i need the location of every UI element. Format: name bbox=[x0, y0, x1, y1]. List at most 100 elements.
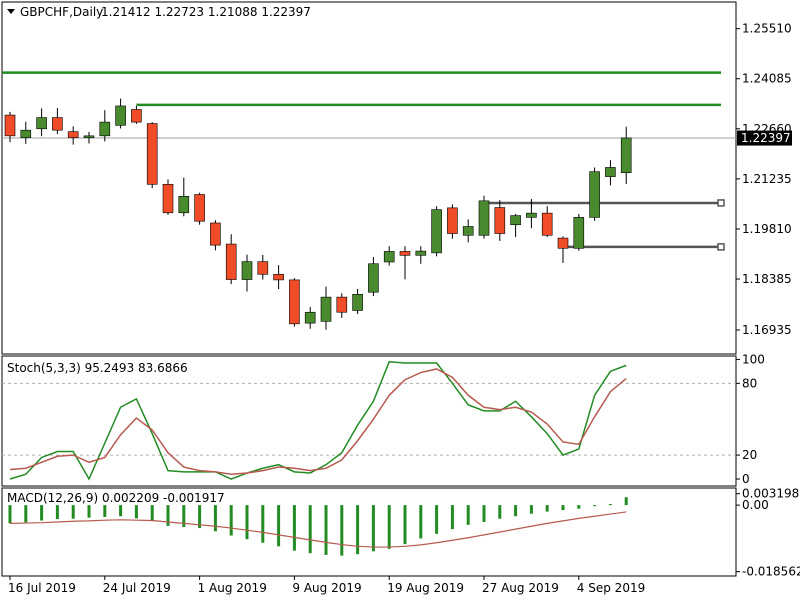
candle-body bbox=[541, 212, 553, 236]
macd-bar bbox=[403, 505, 407, 545]
candle-body bbox=[210, 222, 221, 246]
candle-body bbox=[178, 195, 190, 214]
macd-bar bbox=[292, 505, 296, 551]
macd-bar bbox=[198, 505, 202, 529]
price-tick-label: 1.24085 bbox=[742, 72, 792, 86]
candle-body bbox=[368, 263, 379, 293]
level-handle bbox=[717, 199, 725, 207]
macd-bar bbox=[134, 505, 138, 519]
candle-body bbox=[67, 131, 79, 138]
candle-body bbox=[605, 167, 616, 177]
candle-body bbox=[399, 251, 411, 256]
stoch-tick-label: 80 bbox=[742, 376, 757, 390]
macd-tick-label: 0.003198 bbox=[742, 487, 799, 501]
time-tick-label: 19 Aug 2019 bbox=[387, 581, 464, 595]
macd-bar bbox=[371, 505, 375, 552]
macd-bar bbox=[308, 505, 312, 554]
macd-bar bbox=[387, 505, 391, 549]
macd-tick-label: -0.018562 bbox=[742, 565, 800, 579]
macd-bar bbox=[87, 505, 91, 518]
macd-bar bbox=[55, 505, 59, 520]
level-handle bbox=[717, 243, 725, 251]
macd-bar bbox=[40, 505, 44, 521]
candle-body bbox=[320, 296, 332, 322]
time-tick-label: 1 Aug 2019 bbox=[198, 581, 267, 595]
candle-body bbox=[589, 171, 600, 218]
time-axis: 16 Jul 2019 24 Jul 2019 1 Aug 2019 9 Aug 20… bbox=[8, 576, 645, 595]
macd-bar bbox=[482, 505, 486, 522]
macd-bar bbox=[8, 505, 12, 524]
time-tick-label: 16 Jul 2019 bbox=[8, 581, 76, 595]
candle-body bbox=[494, 207, 506, 234]
macd-bar bbox=[561, 505, 565, 511]
candle-body bbox=[383, 251, 395, 263]
candle-body bbox=[304, 311, 316, 324]
time-tick-label: 24 Jul 2019 bbox=[103, 581, 171, 595]
candle-body bbox=[257, 261, 269, 275]
last-price-label: 1.22397 bbox=[741, 131, 791, 145]
stoch-tick-label: 20 bbox=[742, 448, 757, 462]
candle-body bbox=[241, 261, 253, 280]
macd-bar bbox=[340, 505, 344, 556]
price-tick-label: 1.16935 bbox=[742, 323, 792, 337]
macd-bar bbox=[245, 505, 249, 540]
candle-body bbox=[336, 296, 348, 313]
macd-bar bbox=[24, 505, 28, 523]
macd-bar bbox=[450, 505, 454, 530]
candle-body bbox=[510, 215, 521, 226]
macd-bar bbox=[261, 505, 265, 543]
candle-body bbox=[526, 212, 537, 218]
macd-bar bbox=[213, 505, 217, 532]
candle-body bbox=[431, 209, 442, 254]
macd-bar bbox=[435, 505, 439, 534]
candle-body bbox=[4, 114, 16, 137]
macd-bar bbox=[277, 505, 281, 547]
dropdown-triangle-icon[interactable] bbox=[7, 9, 15, 14]
macd-bar bbox=[166, 505, 170, 526]
price-axis: 1.255101.240851.226601.212351.198101.183… bbox=[736, 22, 792, 337]
time-tick-label: 27 Aug 2019 bbox=[482, 581, 559, 595]
candle-body bbox=[478, 200, 490, 236]
candle-body bbox=[20, 129, 32, 138]
stoch-title: Stoch(5,3,3) 95.2493 83.6866 bbox=[7, 361, 188, 375]
candle-body bbox=[273, 273, 284, 281]
macd-bar bbox=[103, 505, 107, 517]
time-tick-label: 9 Aug 2019 bbox=[292, 581, 361, 595]
macd-bar bbox=[324, 505, 328, 555]
macd-panel-frame bbox=[1, 487, 737, 577]
symbol-label: GBPCHF,Daily bbox=[20, 5, 103, 19]
candle-body bbox=[462, 226, 474, 236]
candle-body bbox=[162, 184, 174, 214]
price-annotations bbox=[2, 71, 736, 251]
macd-bar bbox=[229, 505, 233, 536]
candle-body bbox=[36, 117, 47, 130]
macd-bar bbox=[356, 505, 360, 555]
stoch-signal-line bbox=[9, 368, 627, 475]
macd-bar bbox=[466, 505, 470, 525]
candle-body bbox=[194, 194, 205, 222]
macd-bar bbox=[529, 505, 533, 514]
candle-body bbox=[52, 117, 63, 131]
macd-tick-label: 0.00 bbox=[742, 498, 769, 512]
price-tick-label: 1.19810 bbox=[742, 222, 792, 236]
time-tick-label: 4 Sep 2019 bbox=[577, 581, 645, 595]
price-panel-frame bbox=[1, 1, 737, 355]
last-price-box bbox=[737, 130, 792, 146]
macd-bar bbox=[624, 497, 628, 506]
candle-body bbox=[225, 243, 237, 280]
macd-bar bbox=[182, 505, 186, 527]
price-tick-label: 1.21235 bbox=[742, 172, 792, 186]
price-tick-label: 1.25510 bbox=[742, 22, 792, 36]
candle-body bbox=[83, 135, 95, 138]
candle-body bbox=[573, 217, 585, 249]
candle-body bbox=[289, 279, 300, 325]
candle-body bbox=[557, 237, 569, 249]
price-tick-label: 1.18385 bbox=[742, 272, 792, 286]
macd-bar bbox=[545, 505, 549, 512]
candles bbox=[4, 98, 632, 330]
macd-bar bbox=[593, 505, 597, 507]
macd-bar bbox=[119, 505, 123, 517]
candle-body bbox=[131, 109, 142, 123]
